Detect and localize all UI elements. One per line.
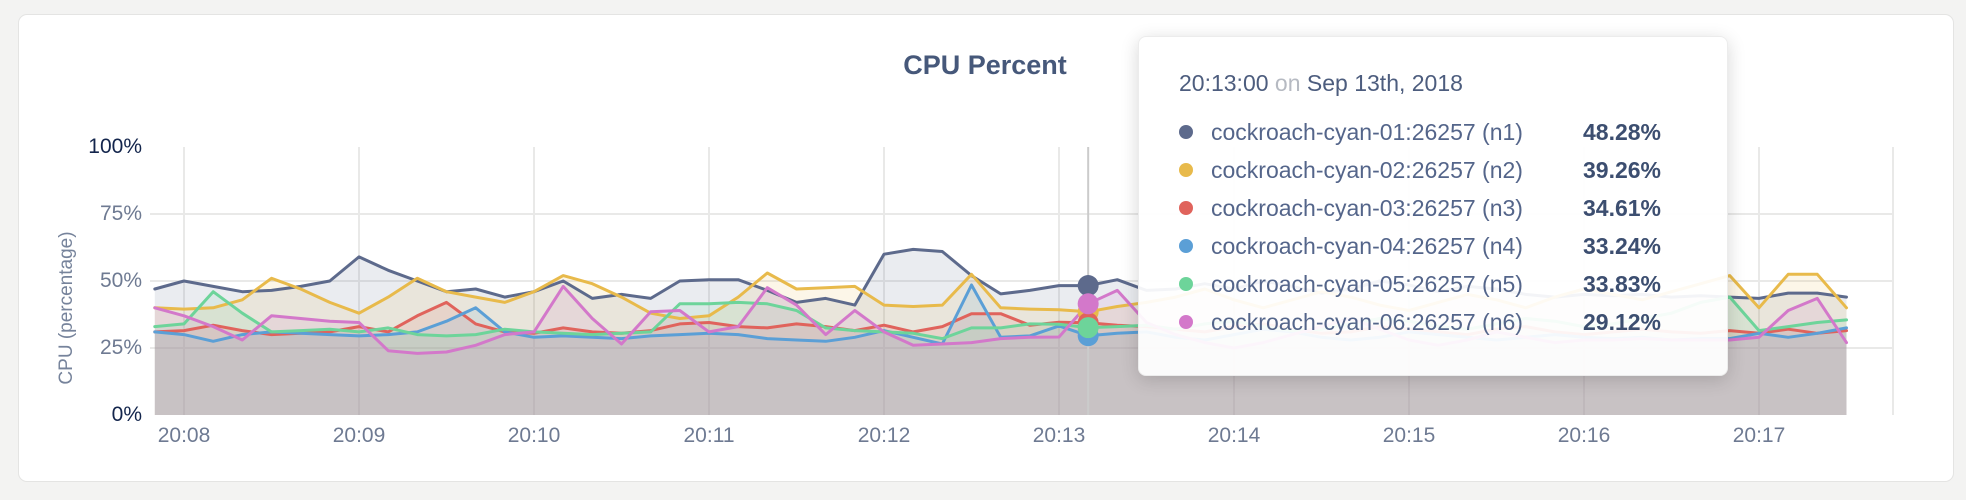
chart-tooltip: 20:13:00 on Sep 13th, 2018 cockroach-cya… — [1138, 36, 1728, 376]
chart-title: CPU Percent — [903, 50, 1067, 80]
series-area — [154, 285, 1847, 415]
series-color-dot-icon — [1179, 239, 1193, 253]
tooltip-series-label: cockroach-cyan-04:26257 (n4) — [1211, 232, 1523, 259]
tooltip-series-value: 33.83% — [1583, 270, 1662, 297]
tooltip-row: cockroach-cyan-05:26257 (n5) 33.83% — [1179, 265, 1687, 303]
y-tick-label: 75% — [99, 202, 142, 225]
x-tick-label: 20:14 — [1207, 424, 1261, 447]
tooltip-series-label: cockroach-cyan-03:26257 (n3) — [1211, 194, 1523, 221]
series-area — [154, 291, 1847, 415]
tooltip-series-label: cockroach-cyan-06:26257 (n6) — [1211, 308, 1523, 335]
hover-point-dot — [1077, 275, 1099, 297]
tooltip-series-label: cockroach-cyan-01:26257 (n1) — [1211, 118, 1523, 145]
series-color-dot-icon — [1179, 163, 1193, 177]
tooltip-series-value: 48.28% — [1583, 118, 1662, 145]
x-tick-label: 20:12 — [857, 424, 911, 447]
y-tick-label: 0% — [111, 403, 142, 426]
series-color-dot-icon — [1179, 125, 1193, 139]
tooltip-row: cockroach-cyan-01:26257 (n1) 48.28% — [1179, 113, 1687, 151]
x-tick-label: 20:17 — [1732, 424, 1786, 447]
tooltip-on-word: on — [1274, 70, 1301, 96]
x-tick-label: 20:09 — [332, 424, 386, 447]
hover-point-dot — [1077, 293, 1099, 315]
tooltip-header: 20:13:00 on Sep 13th, 2018 — [1179, 67, 1687, 99]
series-color-dot-icon — [1179, 277, 1193, 291]
y-axis-title: CPU (percentage) — [56, 231, 77, 385]
tooltip-series-label: cockroach-cyan-05:26257 (n5) — [1211, 270, 1523, 297]
tooltip-series-value: 34.61% — [1583, 194, 1662, 221]
x-tick-label: 20:13 — [1032, 424, 1086, 447]
tooltip-series-value: 29.12% — [1583, 308, 1662, 335]
y-tick-label: 100% — [88, 135, 142, 158]
x-tick-label: 20:10 — [507, 424, 561, 447]
x-tick-label: 20:08 — [157, 424, 211, 447]
series-area — [154, 286, 1847, 415]
series-color-dot-icon — [1179, 201, 1193, 215]
x-tick-label: 20:11 — [683, 424, 735, 447]
tooltip-row: cockroach-cyan-04:26257 (n4) 33.24% — [1179, 227, 1687, 265]
y-tick-label: 25% — [99, 336, 142, 359]
tooltip-rows: cockroach-cyan-01:26257 (n1) 48.28% cockro… — [1179, 113, 1687, 341]
hover-point-dot — [1077, 317, 1099, 339]
tooltip-series-value: 39.26% — [1583, 156, 1662, 183]
tooltip-time: 20:13:00 — [1179, 70, 1269, 96]
tooltip-date: Sep 13th, 2018 — [1306, 70, 1463, 96]
tooltip-row: cockroach-cyan-02:26257 (n2) 39.26% — [1179, 151, 1687, 189]
tooltip-row: cockroach-cyan-03:26257 (n3) 34.61% — [1179, 189, 1687, 227]
x-tick-label: 20:16 — [1557, 424, 1611, 447]
series-color-dot-icon — [1179, 315, 1193, 329]
x-tick-label: 20:15 — [1382, 424, 1436, 447]
y-tick-label: 50% — [99, 269, 142, 292]
tooltip-series-label: cockroach-cyan-02:26257 (n2) — [1211, 156, 1523, 183]
tooltip-series-value: 33.24% — [1583, 232, 1662, 259]
tooltip-row: cockroach-cyan-06:26257 (n6) 29.12% — [1179, 303, 1687, 341]
